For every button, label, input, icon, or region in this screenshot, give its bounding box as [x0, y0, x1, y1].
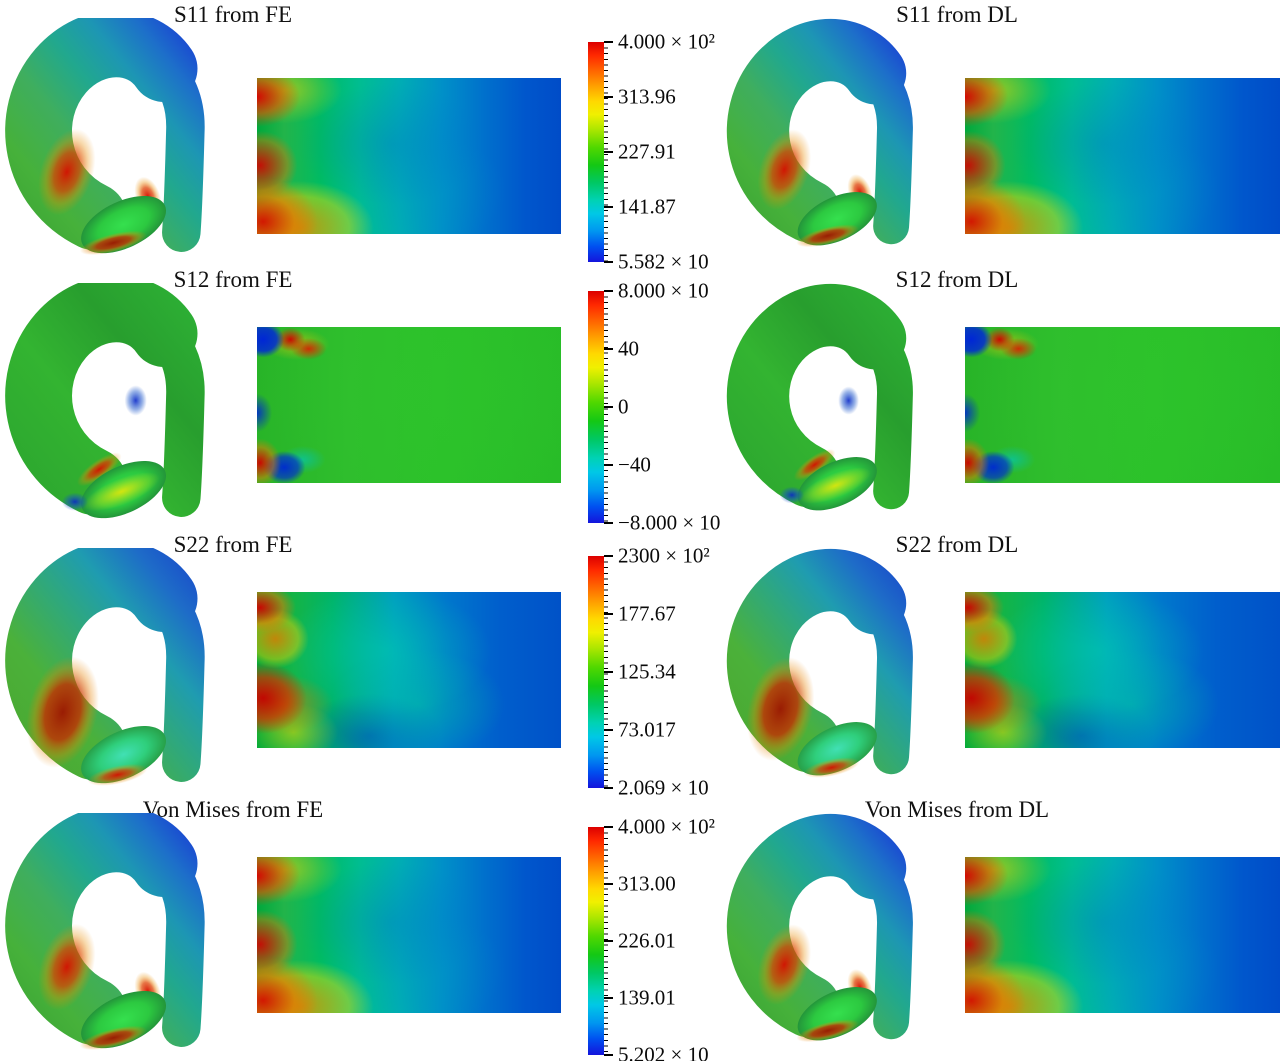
colorbar-major-tick	[604, 883, 613, 885]
colorbar-major-tick	[604, 1054, 613, 1056]
colorbar-gradient	[588, 42, 604, 262]
heatmap-von-mises-fe	[257, 857, 561, 1013]
colorbar-major-tick	[604, 290, 613, 292]
title-von-mises-dl: Von Mises from DL	[864, 797, 1050, 822]
aorta-3d-s12-fe	[0, 283, 238, 521]
colorbar-major-tick	[604, 826, 613, 828]
title-von-mises-fe: Von Mises from FE	[142, 797, 324, 822]
colorbar-major-tick	[604, 613, 613, 615]
colorbar-tick-label: 4.000 × 10²	[618, 814, 715, 839]
colorbar-major-tick	[604, 940, 613, 942]
colorbar-tick-label: 227.91	[618, 139, 676, 164]
colorbar-gradient	[588, 556, 604, 788]
title-s22-fe: S22 from FE	[173, 532, 293, 557]
colorbar-von-mises: 4.000 × 10² 313.00 226.01 139.01 5.202 ×…	[588, 815, 753, 1061]
colorbar-tick-label: 139.01	[618, 985, 676, 1010]
colorbar-major-tick	[604, 729, 613, 731]
colorbar-major-tick	[604, 151, 613, 153]
colorbar-tick-label: 226.01	[618, 928, 676, 953]
heatmap-s12-dl	[965, 327, 1280, 483]
colorbar-major-tick	[604, 348, 613, 350]
colorbar-major-tick	[604, 206, 613, 208]
colorbar-tick-label: 0	[618, 394, 629, 419]
colorbar-tick-label: 313.00	[618, 871, 676, 896]
colorbar-tick-label: −8.000 × 10	[618, 510, 721, 535]
aorta-3d-s22-dl	[722, 548, 944, 786]
colorbar-major-tick	[604, 261, 613, 263]
title-s11-dl: S11 from DL	[896, 2, 1018, 27]
aorta-3d-s22-fe	[0, 548, 238, 786]
colorbar-major-tick	[604, 522, 613, 524]
colorbar-tick-label: 4.000 × 10²	[618, 29, 715, 54]
heatmap-s22-fe	[257, 592, 561, 748]
heatmap-s22-dl	[965, 592, 1280, 748]
colorbar-major-tick	[604, 555, 613, 557]
title-s22-dl: S22 from DL	[895, 532, 1019, 557]
heatmap-s12-fe	[257, 327, 561, 483]
heatmap-s11-fe	[257, 78, 561, 234]
colorbar-tick-label: 73.017	[618, 717, 676, 742]
colorbar-major-tick	[604, 41, 613, 43]
colorbar-major-tick	[604, 96, 613, 98]
colorbar-major-tick	[604, 464, 613, 466]
row-von-mises: Von Mises from FE Von Mises from DL 4.00…	[0, 795, 1280, 1061]
aorta-3d-von-mises-fe	[0, 813, 238, 1051]
aorta-3d-s11-dl	[722, 18, 944, 256]
colorbar-tick-label: 313.96	[618, 84, 676, 109]
colorbar-major-tick	[604, 671, 613, 673]
aorta-3d-s11-fe	[0, 18, 238, 256]
colorbar-major-tick	[604, 997, 613, 999]
colorbar-s12: 8.000 × 10 40 0 −40 −8.000 × 10	[588, 279, 753, 535]
colorbar-s11: 4.000 × 10² 313.96 227.91 141.87 5.582 ×…	[588, 30, 753, 274]
colorbar-tick-label: 8.000 × 10	[618, 278, 709, 303]
colorbar-tick-label: 5.202 × 10	[618, 1042, 709, 1061]
colorbar-gradient	[588, 827, 604, 1055]
colorbar-tick-label: 5.582 × 10	[618, 249, 709, 274]
aorta-3d-s12-dl	[722, 283, 944, 521]
colorbar-major-tick	[604, 406, 613, 408]
heatmap-s11-dl	[965, 78, 1280, 234]
colorbar-s22: 2300 × 10² 177.67 125.34 73.017 2.069 × …	[588, 544, 753, 800]
aorta-3d-von-mises-dl	[722, 813, 944, 1051]
colorbar-major-tick	[604, 787, 613, 789]
title-s12-dl: S12 from DL	[895, 267, 1019, 292]
colorbar-tick-label: −40	[618, 452, 651, 477]
colorbar-tick-label: 177.67	[618, 601, 676, 626]
row-s12: S12 from FE S12 from DL 8.000 × 10 40 0 …	[0, 265, 1280, 535]
row-s11: S11 from FE S11 from DL 4.000 × 10² 313.…	[0, 0, 1280, 274]
colorbar-gradient	[588, 291, 604, 523]
colorbar-tick-label: 2300 × 10²	[618, 543, 710, 568]
colorbar-tick-label: 141.87	[618, 194, 676, 219]
heatmap-von-mises-dl	[965, 857, 1280, 1013]
title-s11-fe: S11 from FE	[174, 2, 292, 27]
colorbar-tick-label: 125.34	[618, 659, 676, 684]
row-s22: S22 from FE S22 from DL 2300 × 10² 177.6…	[0, 530, 1280, 800]
colorbar-tick-label: 40	[618, 336, 639, 361]
colorbar-tick-label: 2.069 × 10	[618, 775, 709, 800]
title-s12-fe: S12 from FE	[173, 267, 293, 292]
